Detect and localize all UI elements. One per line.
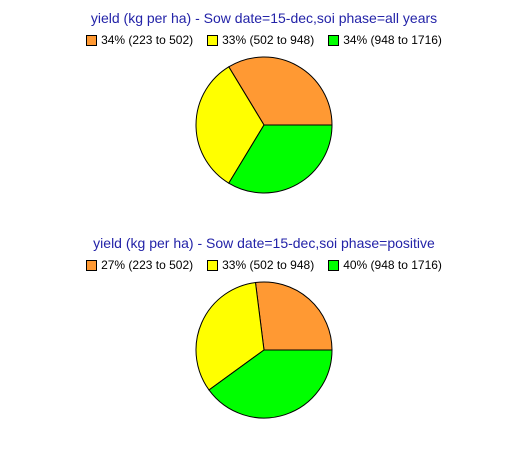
legend-entry: 33% (502 to 948) (207, 33, 314, 47)
pie-slice-2 (195, 281, 265, 391)
legend-swatch (207, 34, 219, 46)
pie-slice-1 (254, 281, 333, 351)
legend-entry: 34% (948 to 1716) (328, 33, 442, 47)
legend-entry: 40% (948 to 1716) (328, 258, 442, 272)
legend-label: 27% (223 to 502) (101, 258, 194, 272)
legend-swatch (207, 259, 219, 271)
pie-slice-1 (228, 56, 333, 126)
legend-swatch (328, 34, 340, 46)
pie-chart-all-years: yield (kg per ha) - Sow date=15-dec,soi … (0, 0, 528, 225)
pie-chart-positive: yield (kg per ha) - Sow date=15-dec,soi … (0, 225, 528, 450)
pie-slice-3 (208, 349, 333, 419)
legend-swatch (328, 259, 340, 271)
legend-label: 33% (502 to 948) (222, 33, 315, 47)
legend-label: 33% (502 to 948) (222, 258, 315, 272)
legend-entry: 33% (502 to 948) (207, 258, 314, 272)
chart-title: yield (kg per ha) - Sow date=15-dec,soi … (93, 235, 435, 251)
chart-title: yield (kg per ha) - Sow date=15-dec,soi … (90, 10, 438, 26)
legend-label: 40% (948 to 1716) (343, 258, 442, 272)
pie-slice-3 (228, 124, 333, 194)
legend-entry: 34% (223 to 502) (86, 33, 193, 47)
legend-label: 34% (223 to 502) (101, 33, 194, 47)
legend-label: 34% (948 to 1716) (343, 33, 442, 47)
pie-plot (195, 281, 333, 419)
legend: 34% (223 to 502) 33% (502 to 948) 34% (9… (0, 33, 528, 47)
pie-plot (195, 56, 333, 194)
legend-swatch (86, 34, 98, 46)
legend-swatch (86, 259, 98, 271)
pie-slice-2 (195, 66, 265, 184)
legend-entry: 27% (223 to 502) (86, 258, 193, 272)
legend: 27% (223 to 502) 33% (502 to 948) 40% (9… (0, 258, 528, 272)
